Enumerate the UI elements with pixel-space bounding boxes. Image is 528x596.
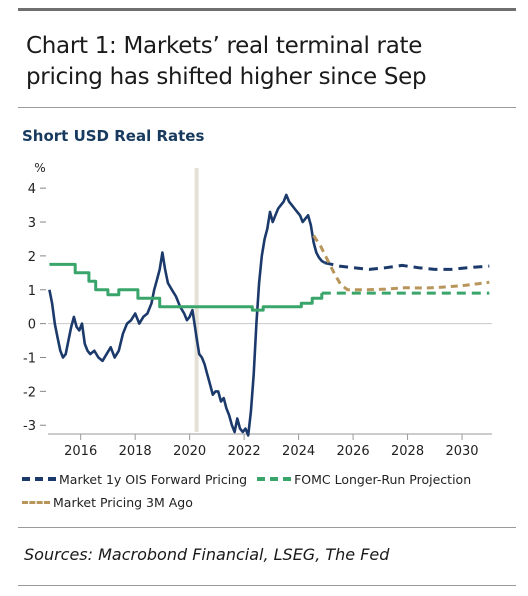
bottom-rule [18, 585, 516, 586]
y-tick-label: 0 [28, 318, 36, 333]
legend-label-fomc: FOMC Longer-Run Projection [294, 471, 472, 487]
legend-item-ois: Market 1y OIS Forward Pricing [22, 472, 247, 487]
sources-divider [18, 527, 516, 528]
x-tick-label: 2028 [391, 444, 424, 459]
y-tick-label: -1 [23, 351, 36, 366]
y-tick-label: 4 [28, 182, 36, 197]
sources-note: Sources: Macrobond Financial, LSEG, The … [24, 545, 390, 564]
legend-swatch-3m-ago [22, 501, 50, 504]
headline-line-1: Chart 1: Markets’ real terminal rate [26, 33, 423, 59]
legend-swatch-fomc [257, 477, 292, 481]
chart-subtitle: Short USD Real Rates [22, 127, 205, 145]
line-chart: 4 3 2 1 0 -1 -2 -3% 2016 2018 2020 2022 2024 2026 2028… [23, 161, 492, 459]
y-axis-unit: % [34, 161, 45, 175]
x-tick-label: 2024 [282, 444, 315, 459]
header-divider [18, 107, 516, 108]
series-line-market-1y-ois-forward-pricing-solid [48, 193, 326, 437]
x-tick-label: 2030 [445, 444, 478, 459]
legend-item-3m-ago: Market Pricing 3M Ago [22, 495, 193, 510]
chart-headline: Chart 1: Markets’ real terminal rate pri… [26, 31, 516, 93]
y-tick-label: 2 [28, 250, 36, 265]
x-tick-label: 2022 [228, 444, 261, 459]
top-rule [18, 8, 516, 11]
y-tick-label: -3 [23, 419, 36, 434]
legend-label-ois: Market 1y OIS Forward Pricing [59, 471, 248, 487]
x-tick-label: 2016 [64, 444, 97, 459]
legend-label-3m-ago: Market Pricing 3M Ago [53, 495, 193, 510]
legend-swatch-ois [22, 477, 56, 481]
series-line-market-pricing-3m-ago-dashed [312, 234, 490, 292]
y-tick-label: 3 [28, 216, 36, 231]
y-tick-label: 1 [28, 284, 36, 299]
legend-item-fomc: FOMC Longer-Run Projection [257, 472, 471, 487]
x-tick-label: 2026 [337, 444, 370, 459]
x-tick-label: 2020 [173, 444, 206, 459]
y-tick-label: -2 [23, 385, 36, 400]
series-line-fomc-longer-run-projection-solid [49, 262, 324, 312]
series-line-market-1y-ois-forward-pricing-dashed [324, 261, 490, 271]
x-tick-label: 2018 [119, 444, 152, 459]
legend-row-1: Market 1y OIS Forward Pricing FOMC Longe… [22, 469, 477, 487]
shaded-band [194, 168, 199, 432]
headline-line-2: pricing has shifted higher since Sep [26, 64, 427, 90]
legend-row-2: Market Pricing 3M Ago [22, 492, 199, 510]
